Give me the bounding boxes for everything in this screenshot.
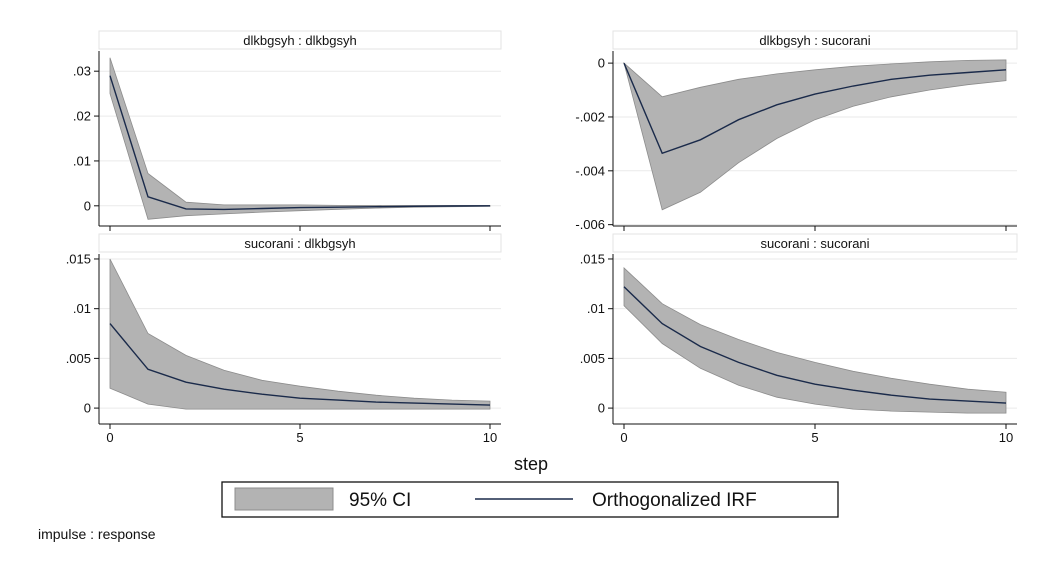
y-tick-label: .015: [580, 251, 605, 266]
panels-group: dlkbgsyh : dlkbgsyh.03.02.0100510dlkbgsy…: [66, 30, 1018, 445]
y-tick-label: .015: [66, 251, 91, 266]
y-tick-label: .01: [73, 153, 91, 168]
y-tick-label: .01: [587, 301, 605, 316]
y-tick-label: .005: [580, 351, 605, 366]
y-tick-label: 0: [598, 401, 605, 416]
panel-title: sucorani : sucorani: [760, 236, 869, 251]
panel-title: dlkbgsyh : dlkbgsyh: [243, 33, 356, 48]
legend: 95% CI Orthogonalized IRF: [221, 481, 839, 518]
y-tick-label: .01: [73, 301, 91, 316]
panel-title-box: [98, 233, 502, 253]
irf-line: [623, 286, 1007, 404]
legend-irf-label: Orthogonalized IRF: [592, 490, 757, 511]
x-axis-label: step: [514, 454, 548, 474]
irf-line: [623, 62, 1007, 155]
y-tick-label: 0: [84, 198, 91, 213]
y-tick-label: 0: [84, 401, 91, 416]
impulse-response-note: impulse : response: [38, 526, 156, 542]
y-tick-label: -.002: [575, 109, 605, 124]
x-tick-label: 10: [999, 430, 1013, 445]
irf-line: [109, 323, 491, 406]
panel-title-box: [612, 233, 1018, 253]
x-tick-label: 5: [296, 430, 303, 445]
legend-ci-swatch: [234, 487, 334, 511]
y-tick-label: -.006: [575, 217, 605, 232]
x-tick-label: 0: [106, 430, 113, 445]
y-tick-label: -.004: [575, 163, 605, 178]
panel-3: sucorani : dlkbgsyh .015 .01 .005 00 5 10: [66, 233, 502, 445]
y-tick-label: .005: [66, 351, 91, 366]
panel-title: dlkbgsyh : sucorani: [759, 33, 870, 48]
panel-title: sucorani : dlkbgsyh: [244, 236, 355, 251]
y-tick-label: 0: [598, 56, 605, 71]
panel-title-box: [98, 30, 502, 50]
panel-4: sucorani : sucorani .015 .01 .005 00 5 10: [580, 233, 1018, 445]
x-tick-label: 5: [811, 430, 818, 445]
panel-1: dlkbgsyh : dlkbgsyh.03.02.0100510: [73, 30, 502, 247]
x-tick-label: 10: [483, 430, 497, 445]
panel-title-box: [612, 30, 1018, 50]
ci-band: [109, 258, 491, 410]
y-tick-label: .02: [73, 109, 91, 124]
irf-line: [109, 75, 491, 211]
x-tick-label: 0: [620, 430, 627, 445]
legend-ci-label: 95% CI: [349, 490, 411, 511]
y-tick-label: .03: [73, 64, 91, 79]
